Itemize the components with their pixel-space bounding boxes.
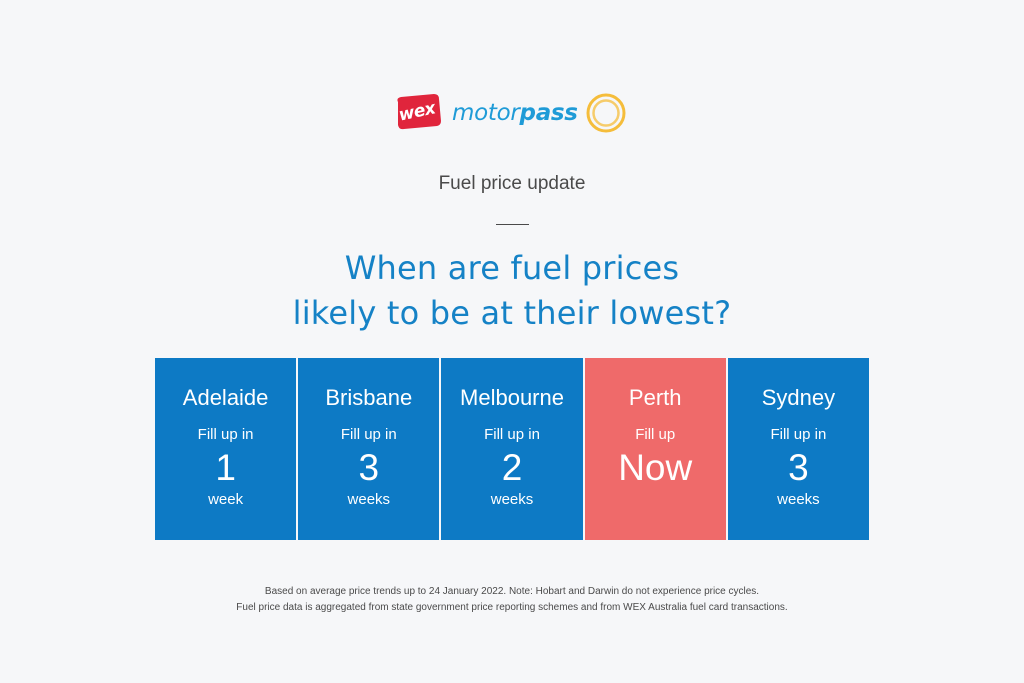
- motorpass-prefix: motor: [452, 100, 520, 126]
- city-name: Sydney: [761, 385, 836, 410]
- footnote: Based on average price trends up to 24 J…: [0, 584, 1024, 616]
- city-card-perth: Perth Fill up Now: [584, 358, 726, 540]
- city-cards: Adelaide Fill up in 1 week Brisbane Fill…: [155, 358, 870, 540]
- title-line-1: When are fuel prices: [344, 249, 680, 287]
- fill-value: 2: [501, 447, 523, 488]
- fill-label: Fill up in: [197, 426, 254, 443]
- city-card-brisbane: Brisbane Fill up in 3 weeks: [298, 358, 440, 540]
- city-card-sydney: Sydney Fill up in 3 weeks: [727, 358, 870, 540]
- fill-unit: week: [208, 491, 244, 508]
- fill-label: Fill up in: [340, 426, 397, 443]
- city-name: Brisbane: [325, 385, 413, 410]
- fill-value: 1: [215, 447, 236, 488]
- city-card-adelaide: Adelaide Fill up in 1 week: [155, 358, 297, 540]
- fill-label: Fill up in: [770, 426, 827, 443]
- motorpass-suffix: pass: [519, 100, 578, 126]
- city-card-melbourne: Melbourne Fill up in 2 weeks: [441, 358, 583, 540]
- divider: [496, 224, 529, 225]
- footnote-line-1: Based on average price trends up to 24 J…: [264, 586, 760, 597]
- fill-label: Fill up: [635, 426, 676, 443]
- fill-value: Now: [618, 447, 693, 488]
- footnote-line-2: Fuel price data is aggregated from state…: [236, 602, 788, 613]
- fill-unit: weeks: [347, 491, 391, 508]
- page-subtitle: Fuel price update: [438, 173, 586, 194]
- city-name: Melbourne: [460, 385, 564, 410]
- city-name: Adelaide: [182, 385, 269, 410]
- motorpass-logo-text: motorpass: [452, 96, 578, 130]
- brand-logo: wex motorpass: [0, 92, 1024, 136]
- fill-unit: weeks: [777, 491, 820, 508]
- motorpass-ring-icon: [586, 93, 626, 133]
- city-name: Perth: [628, 385, 682, 410]
- fill-value: 3: [788, 447, 809, 488]
- fill-value: 3: [358, 447, 380, 488]
- page-title: When are fuel prices likely to be at the…: [0, 246, 1024, 336]
- fill-label: Fill up in: [484, 426, 540, 443]
- wex-logo-badge: [397, 94, 441, 130]
- title-line-2: likely to be at their lowest?: [292, 294, 732, 332]
- fill-unit: weeks: [490, 491, 534, 508]
